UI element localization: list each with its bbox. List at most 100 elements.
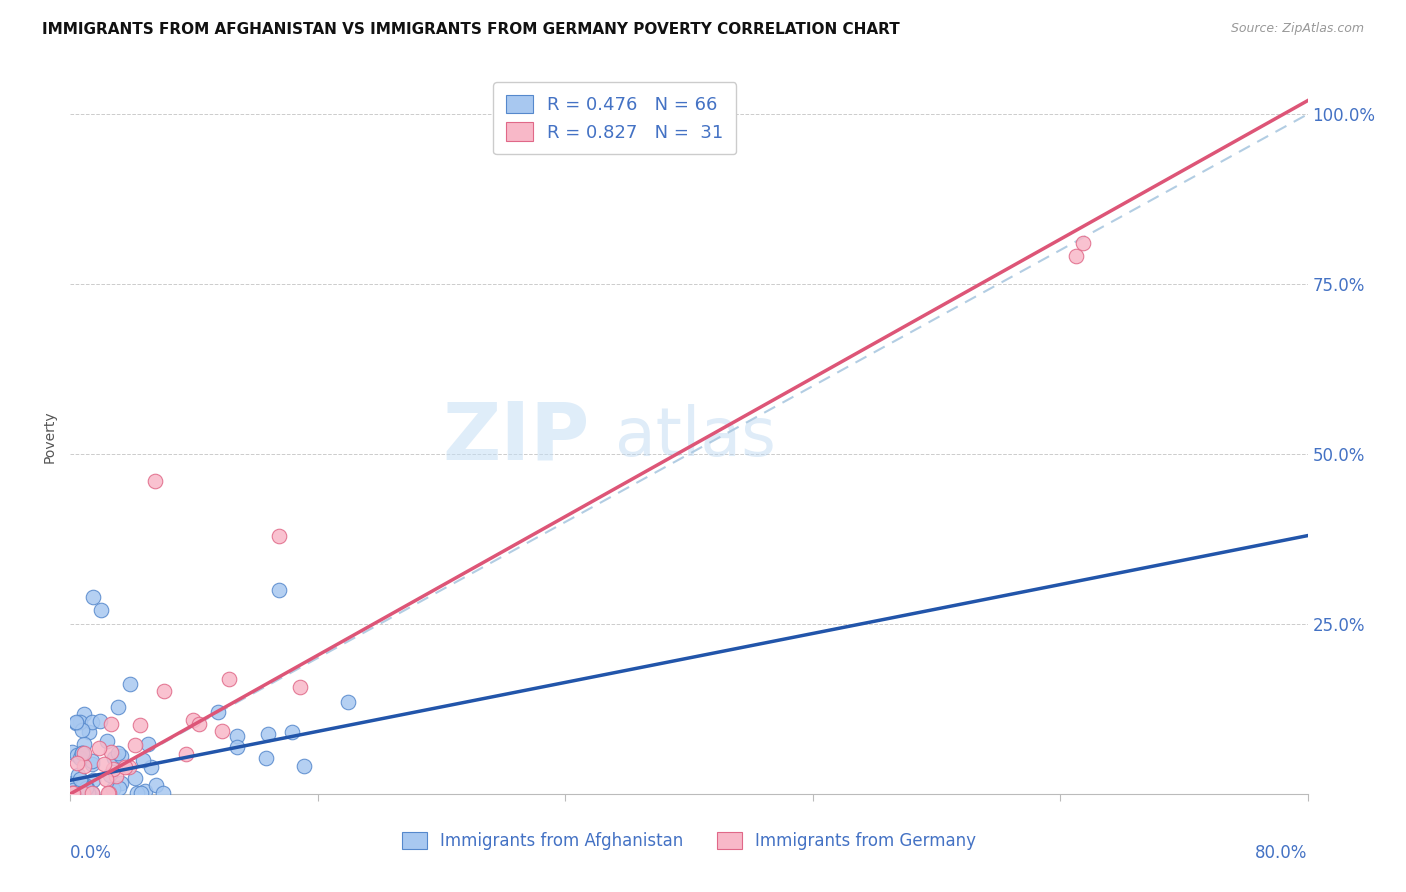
Point [211,724,233,739]
Text: atlas: atlas [614,404,776,470]
Point [77,786,100,800]
Y-axis label: Poverty: Poverty [44,411,58,463]
Point [125,786,148,800]
Point [90,603,112,617]
Point [129,717,152,731]
Point [62,783,84,797]
Point [72,786,94,800]
Point [118,760,141,774]
Point [97,786,120,800]
Point [152,786,174,800]
Point [107,746,129,760]
Point [73,737,96,751]
Point [100,745,122,759]
Point [89,714,111,728]
Text: Source: ZipAtlas.com: Source: ZipAtlas.com [1230,22,1364,36]
Point [132,753,155,767]
Point [145,778,167,792]
Point [60,745,83,759]
Point [288,681,311,695]
Point [103,750,125,764]
Point [69,715,91,730]
Point [107,699,129,714]
Legend: Immigrants from Afghanistan, Immigrants from Germany: Immigrants from Afghanistan, Immigrants … [395,825,983,857]
Point [82,590,105,604]
Text: 0.0%: 0.0% [70,844,112,862]
Point [292,758,315,772]
Point [225,729,247,743]
Point [118,677,141,691]
Point [72,746,94,760]
Point [124,772,146,786]
Point [257,727,280,741]
Point [1073,236,1095,251]
Point [63,786,86,800]
Point [76,781,98,796]
Point [225,739,247,754]
Point [69,751,91,765]
Point [181,713,204,727]
Point [73,778,96,792]
Point [152,684,174,698]
Point [281,724,304,739]
Point [82,786,104,800]
Point [174,747,197,762]
Point [96,733,118,747]
Point [75,781,97,796]
Point [101,782,124,797]
Point [80,715,103,730]
Point [66,786,89,800]
Point [98,767,121,781]
Point [82,772,104,787]
Point [62,776,84,790]
Point [72,707,94,722]
Point [77,786,100,800]
Point [110,776,132,790]
Point [62,786,84,800]
Point [114,760,136,774]
Point [134,783,156,797]
Point [73,758,96,772]
Text: 80.0%: 80.0% [1256,844,1308,862]
Point [336,695,359,709]
Point [207,705,229,719]
Point [76,786,98,800]
Point [70,779,93,793]
Point [89,741,111,756]
Text: ZIP: ZIP [443,398,591,476]
Point [269,528,291,542]
Point [70,746,93,760]
Point [110,748,132,763]
Point [139,760,162,774]
Point [80,756,103,771]
Point [69,772,91,786]
Point [62,786,84,800]
Point [103,762,125,776]
Point [145,475,166,489]
Point [80,754,103,768]
Point [107,780,129,795]
Point [136,737,159,751]
Point [70,723,93,737]
Point [254,750,277,764]
Point [218,672,240,686]
Point [66,756,89,771]
Point [96,772,118,786]
Point [98,786,121,800]
Point [72,786,94,800]
Point [70,785,93,799]
Point [1064,249,1087,263]
Point [100,717,122,731]
Point [187,717,209,731]
Point [66,747,89,762]
Point [269,582,291,597]
Point [72,785,94,799]
Point [93,756,115,771]
Text: IMMIGRANTS FROM AFGHANISTAN VS IMMIGRANTS FROM GERMANY POVERTY CORRELATION CHART: IMMIGRANTS FROM AFGHANISTAN VS IMMIGRANT… [42,22,900,37]
Point [82,786,104,800]
Point [65,715,87,730]
Point [131,786,153,800]
Point [67,767,90,781]
Point [124,738,146,752]
Point [60,786,83,800]
